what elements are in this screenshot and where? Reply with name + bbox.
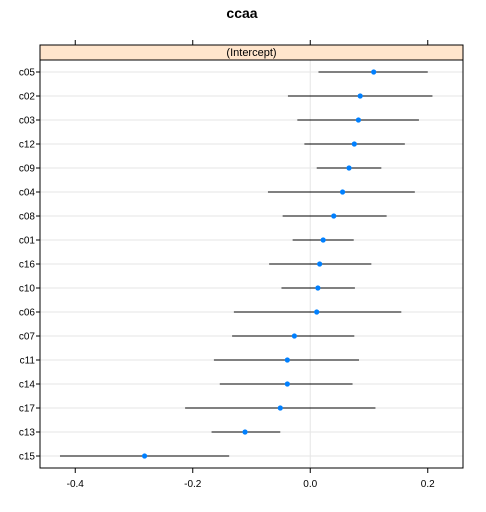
point-c12 [351,141,357,147]
y-tick-label-c14: c14 [19,380,36,391]
point-c13 [242,429,248,435]
point-c04 [339,189,346,195]
y-tick-label-c10: c10 [19,284,36,295]
chart-title: ccaa [226,5,257,21]
y-tick-label-c03: c03 [19,116,36,127]
point-c03 [355,117,362,123]
y-tick-label-c15: c15 [19,452,36,463]
point-c10 [315,285,321,291]
y-tick-label-c16: c16 [19,260,36,271]
x-tick-label: 0.2 [421,479,435,490]
point-c06 [314,309,320,315]
y-tick-label-c06: c06 [19,308,36,319]
y-tick-label-c12: c12 [19,140,36,151]
point-c01 [320,237,326,243]
point-c14 [284,381,290,387]
y-tick-label-c04: c04 [19,188,36,199]
panel-border [39,44,464,469]
y-tick-label-c01: c01 [19,236,36,247]
point-c05 [371,69,377,75]
y-tick-label-c08: c08 [19,212,36,223]
x-tick-label: 0.0 [303,479,317,490]
point-c17 [277,405,283,411]
plot-area: (Intercept) c05 c02 c03 c12 c09 c04 c08 c01 c16 c1… [19,40,464,490]
y-tick-label-c11: c11 [20,356,36,367]
point-c11 [284,357,290,363]
point-c16 [317,261,323,267]
point-c07 [291,333,297,339]
y-tick-label-c17: c17 [19,404,36,415]
point-c15 [141,453,148,459]
plot-background [40,45,463,468]
strip-label: (Intercept) [226,47,276,59]
y-tick-label-c02: c02 [19,92,36,103]
y-tick-label-c13: c13 [19,428,36,439]
y-tick-label-c05: c05 [19,68,36,79]
y-tick-label-c07: c07 [19,332,36,343]
x-tick-label: -0.4 [67,479,85,490]
point-c08 [331,213,337,219]
y-tick-label-c09: c09 [19,164,36,175]
point-c02 [357,93,363,99]
x-tick-label: -0.2 [184,479,202,490]
point-c09 [346,165,352,171]
